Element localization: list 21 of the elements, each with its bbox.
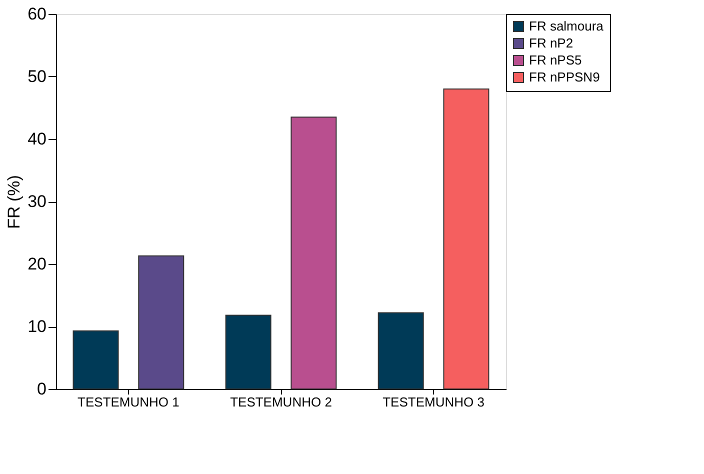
y-tick-label: 60 — [28, 4, 46, 24]
bar — [138, 255, 184, 390]
x-tick-label: TESTEMUNHO 3 — [382, 394, 484, 410]
y-tick-label: 20 — [28, 254, 46, 274]
bar — [290, 116, 337, 390]
legend-label: FR salmoura — [529, 18, 604, 34]
x-tick-label: TESTEMUNHO 2 — [230, 394, 332, 410]
bar — [443, 88, 490, 390]
bar — [72, 330, 119, 390]
bar — [225, 314, 272, 390]
legend-label: FR nPS5 — [529, 52, 582, 68]
y-tick-label: 50 — [28, 67, 46, 86]
y-axis-title: FR (%) — [4, 175, 24, 229]
y-tick-label: 10 — [28, 317, 46, 336]
y-tick-label: 40 — [28, 130, 46, 148]
legend-label: FR nPPSN9 — [529, 70, 600, 84]
y-tick-label: 0 — [37, 380, 46, 398]
x-tick-label: TESTEMUNHO 1 — [78, 394, 180, 410]
legend-label: FR nP2 — [529, 36, 574, 50]
y-tick-label: 30 — [28, 192, 46, 211]
bar — [378, 312, 424, 390]
